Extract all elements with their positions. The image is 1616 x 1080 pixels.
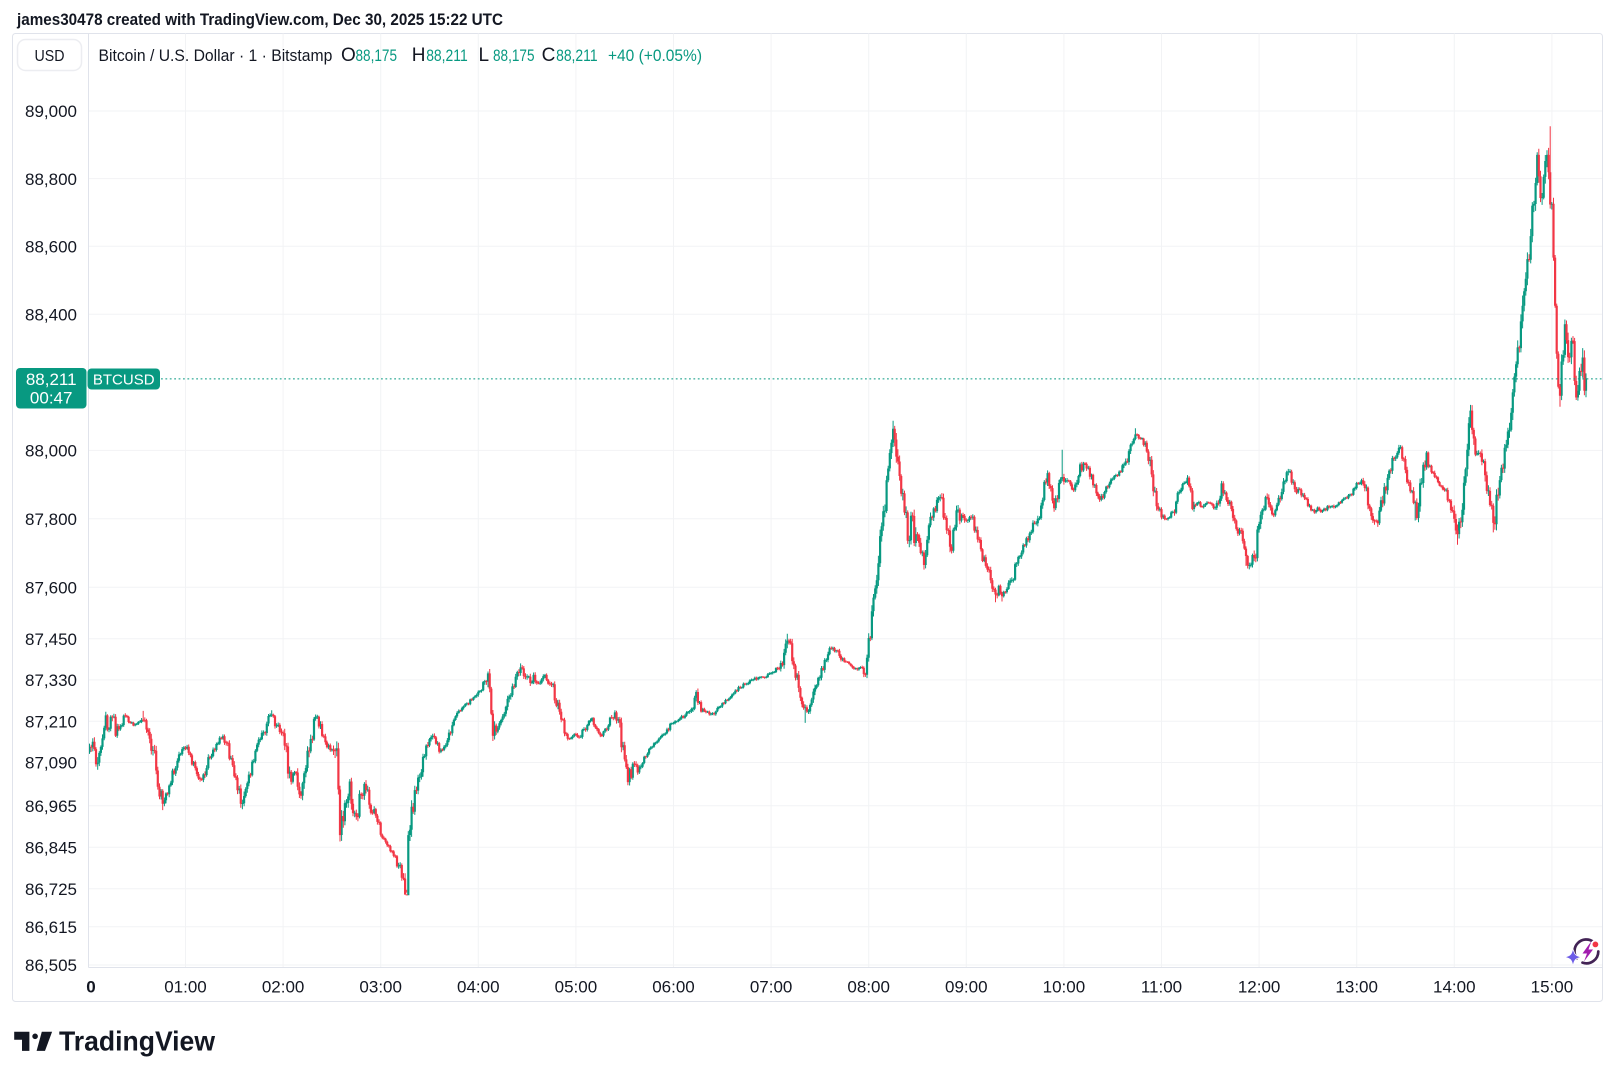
svg-text:07:00: 07:00 — [750, 977, 793, 996]
svg-text:USD: USD — [35, 48, 65, 65]
svg-text:+40 (+0.05%): +40 (+0.05%) — [608, 46, 702, 65]
svg-text:88,175: 88,175 — [356, 46, 398, 65]
svg-text:88,800: 88,800 — [25, 170, 77, 189]
svg-text:88,000: 88,000 — [25, 442, 77, 461]
svg-text:C: C — [542, 45, 556, 66]
svg-text:88,175: 88,175 — [493, 46, 535, 65]
svg-text:86,845: 86,845 — [25, 838, 77, 857]
svg-text:15:00: 15:00 — [1531, 977, 1574, 996]
svg-text:TradingView: TradingView — [59, 1026, 215, 1057]
svg-text:12:00: 12:00 — [1238, 977, 1281, 996]
svg-text:02:00: 02:00 — [262, 977, 305, 996]
svg-text:87,800: 87,800 — [25, 510, 77, 529]
svg-text:04:00: 04:00 — [457, 977, 500, 996]
svg-text:13:00: 13:00 — [1335, 977, 1378, 996]
svg-text:06:00: 06:00 — [652, 977, 695, 996]
svg-text:87,330: 87,330 — [25, 671, 77, 690]
svg-text:86,965: 86,965 — [25, 797, 77, 816]
svg-text:87,450: 87,450 — [25, 630, 77, 649]
svg-text:L: L — [479, 45, 490, 66]
svg-text:88,211: 88,211 — [426, 46, 468, 65]
svg-text:08:00: 08:00 — [847, 977, 890, 996]
svg-text:10:00: 10:00 — [1043, 977, 1086, 996]
svg-text:H: H — [412, 45, 426, 66]
svg-text:86,505: 86,505 — [25, 956, 77, 975]
svg-text:86,725: 86,725 — [25, 880, 77, 899]
svg-text:89,000: 89,000 — [25, 102, 77, 121]
svg-text:03:00: 03:00 — [359, 977, 402, 996]
svg-text:14:00: 14:00 — [1433, 977, 1476, 996]
svg-text:09:00: 09:00 — [945, 977, 988, 996]
svg-text:01:00: 01:00 — [164, 977, 207, 996]
svg-text:88,211: 88,211 — [26, 370, 77, 389]
svg-text:O: O — [341, 45, 356, 66]
svg-text:11:00: 11:00 — [1141, 977, 1182, 996]
svg-text:88,400: 88,400 — [25, 305, 77, 324]
svg-text:88,211: 88,211 — [556, 46, 598, 65]
svg-text:87,600: 87,600 — [25, 578, 77, 597]
svg-text:0: 0 — [86, 977, 95, 996]
svg-text:05:00: 05:00 — [555, 977, 598, 996]
svg-text:BTCUSD: BTCUSD — [93, 372, 155, 389]
svg-text:87,210: 87,210 — [25, 712, 77, 731]
svg-text:88,600: 88,600 — [25, 238, 77, 257]
svg-text:james30478 created with Tradin: james30478 created with TradingView.com,… — [16, 10, 503, 29]
svg-text:Bitcoin / U.S. Dollar · 1 · Bi: Bitcoin / U.S. Dollar · 1 · Bitstamp — [99, 46, 333, 65]
svg-text:87,090: 87,090 — [25, 754, 77, 773]
svg-text:86,615: 86,615 — [25, 918, 77, 937]
svg-text:00:47: 00:47 — [30, 389, 73, 408]
